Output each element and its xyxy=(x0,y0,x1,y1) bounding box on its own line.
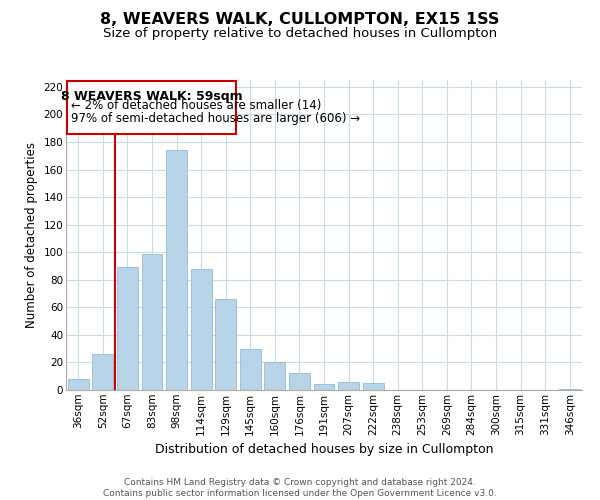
Bar xyxy=(191,269,212,390)
Bar xyxy=(240,348,261,390)
Text: Size of property relative to detached houses in Cullompton: Size of property relative to detached ho… xyxy=(103,28,497,40)
Y-axis label: Number of detached properties: Number of detached properties xyxy=(25,142,38,328)
Text: ← 2% of detached houses are smaller (14): ← 2% of detached houses are smaller (14) xyxy=(71,100,321,112)
Bar xyxy=(559,388,580,390)
Bar xyxy=(215,299,236,390)
Bar xyxy=(338,382,359,390)
Text: 8 WEAVERS WALK: 59sqm: 8 WEAVERS WALK: 59sqm xyxy=(61,90,242,102)
Text: 8, WEAVERS WALK, CULLOMPTON, EX15 1SS: 8, WEAVERS WALK, CULLOMPTON, EX15 1SS xyxy=(100,12,500,28)
Bar xyxy=(142,254,163,390)
Bar xyxy=(265,362,286,390)
Bar xyxy=(68,379,89,390)
Bar xyxy=(67,82,236,134)
Bar xyxy=(117,268,138,390)
Bar xyxy=(362,383,383,390)
Bar xyxy=(166,150,187,390)
Bar xyxy=(92,354,113,390)
Bar xyxy=(289,374,310,390)
X-axis label: Distribution of detached houses by size in Cullompton: Distribution of detached houses by size … xyxy=(155,443,493,456)
Text: Contains HM Land Registry data © Crown copyright and database right 2024.
Contai: Contains HM Land Registry data © Crown c… xyxy=(103,478,497,498)
Bar xyxy=(314,384,334,390)
Text: 97% of semi-detached houses are larger (606) →: 97% of semi-detached houses are larger (… xyxy=(71,112,360,124)
